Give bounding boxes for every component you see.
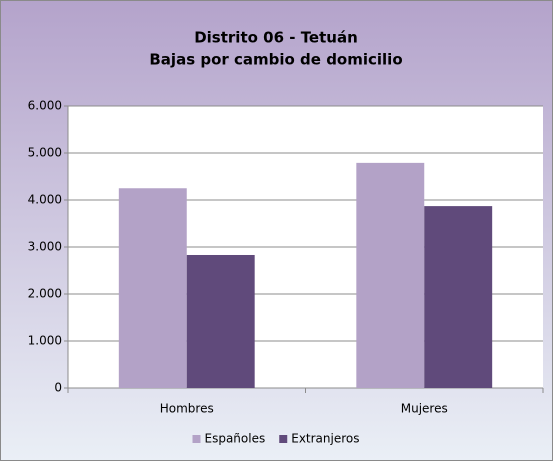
bar: [118, 188, 187, 388]
chart-title: Distrito 06 - Tetuán: [194, 29, 358, 47]
legend-swatch: [192, 435, 201, 443]
legend-label: Extranjeros: [291, 432, 359, 446]
x-tick-label: Hombres: [160, 402, 214, 416]
bar: [356, 162, 425, 388]
y-tick-label: 2.000: [28, 287, 62, 301]
y-tick-label: 5.000: [28, 146, 62, 160]
chart-title: Bajas por cambio de domicilio: [149, 51, 402, 69]
y-tick-label: 4.000: [28, 193, 62, 207]
y-tick-label: 6.000: [28, 99, 62, 113]
legend-swatch: [279, 435, 288, 443]
legend-label: Españoles: [205, 432, 266, 446]
x-tick-label: Mujeres: [401, 402, 448, 416]
y-tick-label: 0: [54, 381, 62, 395]
y-tick-label: 3.000: [28, 240, 62, 254]
bar: [186, 254, 255, 388]
bar: [424, 206, 493, 388]
y-tick-label: 1.000: [28, 334, 62, 348]
